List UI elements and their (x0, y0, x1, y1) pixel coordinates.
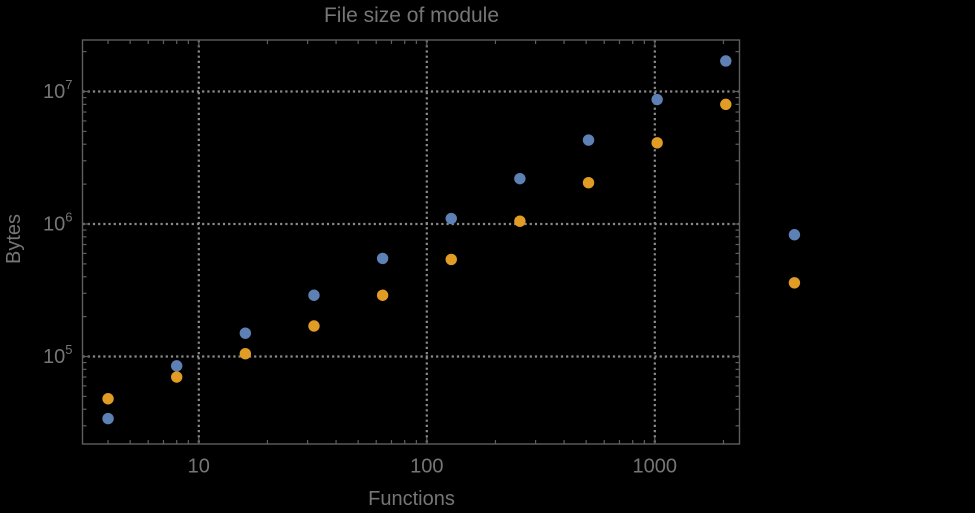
data-point-series-2-orange (376, 289, 389, 301)
data-point-series-2-orange (239, 347, 252, 360)
data-point-series-1-blue (308, 289, 320, 301)
data-point-series-1-blue (720, 55, 732, 67)
data-point-series-2-orange (720, 98, 732, 111)
x-tick-label: 1000 (633, 456, 678, 478)
x-axis-label: Functions (368, 488, 455, 510)
chart-title: File size of module (323, 4, 500, 27)
data-point-series-1-blue (239, 327, 252, 339)
data-point-series-1-blue (582, 134, 595, 146)
data-point-series-1-blue (376, 252, 389, 265)
data-point-series-2-orange (445, 253, 457, 266)
data-point-series-2-orange (651, 137, 663, 149)
data-point-series-2-orange (308, 320, 320, 332)
data-point-series-1-blue (170, 360, 183, 372)
y-tick-label: 106 (43, 210, 72, 236)
x-tick-label: 100 (410, 456, 443, 478)
data-point-series-1-blue (102, 412, 114, 425)
y-tick-label: 107 (43, 77, 72, 103)
data-point-series-2-orange (102, 393, 114, 405)
data-point-series-1-blue (514, 172, 526, 185)
data-point-series-1-blue (445, 212, 457, 225)
y-axis-label: Bytes (3, 213, 25, 265)
data-point-series-1-blue (788, 229, 801, 241)
data-point-series-2-orange (514, 215, 526, 227)
data-point-series-2-orange (582, 177, 595, 189)
x-tick-label: 10 (188, 456, 210, 478)
y-tick-label: 105 (43, 342, 72, 368)
data-point-series-2-orange (170, 371, 183, 383)
plot-frame (81, 39, 741, 445)
data-point-series-1-blue (651, 93, 663, 106)
data-point-series-2-orange (788, 277, 801, 289)
